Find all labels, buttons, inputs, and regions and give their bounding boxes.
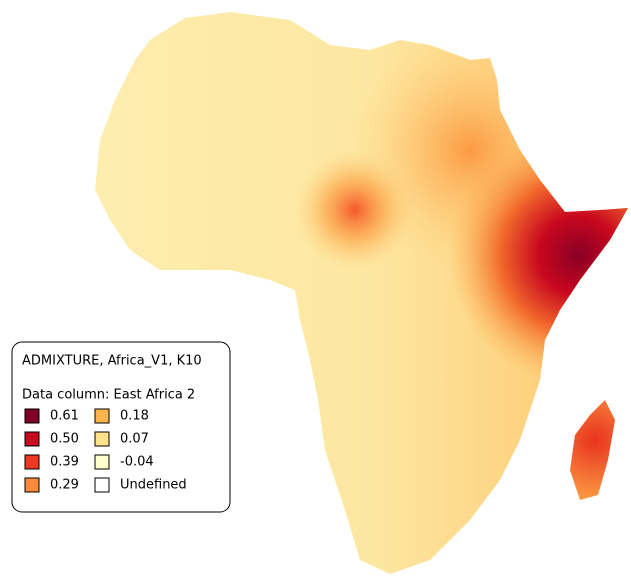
legend-swatch (24, 454, 40, 470)
legend-label: 0.18 (120, 409, 149, 424)
legend-swatch (94, 408, 110, 424)
legend-label: 0.50 (50, 432, 79, 447)
legend-swatch (24, 477, 40, 493)
legend-label: Undefined (120, 478, 187, 493)
madagascar (570, 400, 615, 500)
legend-swatch (24, 431, 40, 447)
legend-swatch (94, 477, 110, 493)
legend-label: 0.39 (50, 455, 79, 470)
legend-label: 0.61 (50, 409, 79, 424)
legend-subtitle: Data column: East Africa 2 (22, 388, 195, 403)
legend-swatch (94, 454, 110, 470)
legend-label: 0.07 (120, 432, 149, 447)
legend-swatch (94, 431, 110, 447)
legend-box (11, 341, 231, 513)
legend-label: 0.29 (50, 478, 79, 493)
legend-title: ADMIXTURE, Africa_V1, K10 (22, 354, 202, 369)
legend-label: -0.04 (120, 455, 154, 470)
legend-swatch (24, 408, 40, 424)
legend: ADMIXTURE, Africa_V1, K10 Data column: E… (11, 341, 231, 513)
